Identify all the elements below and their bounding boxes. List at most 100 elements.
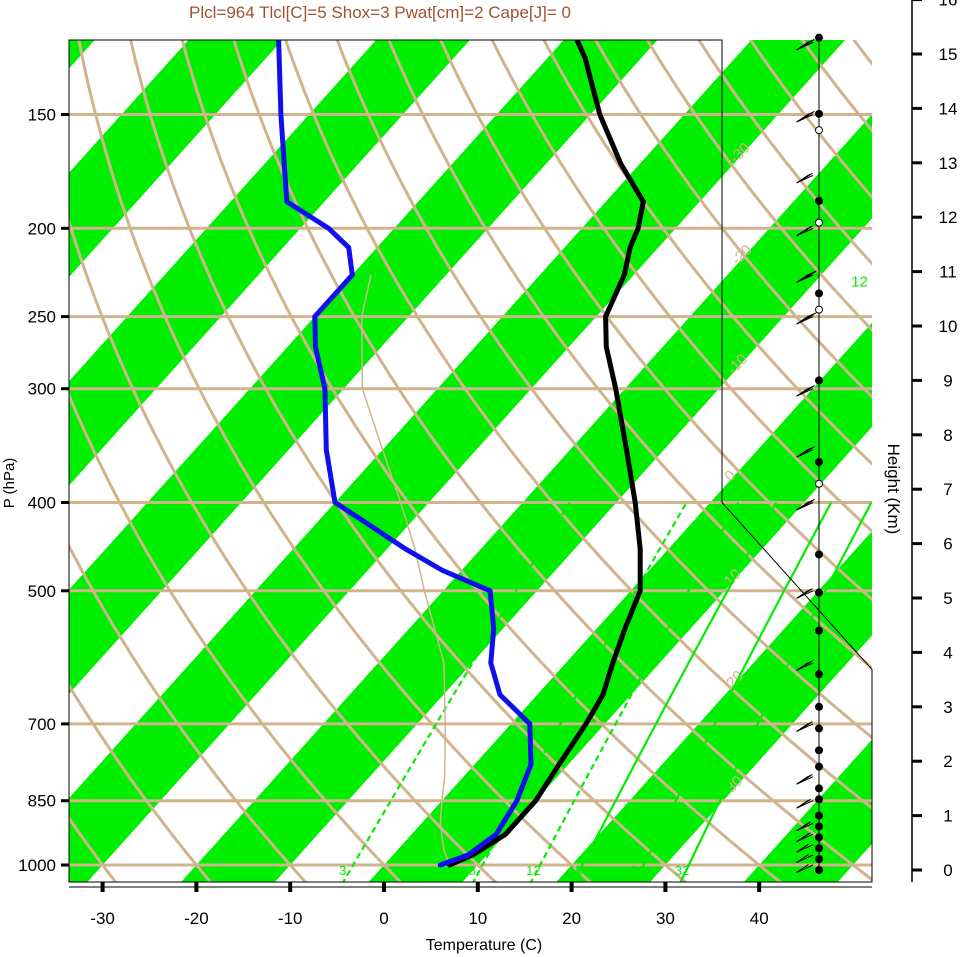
- height-marker: [815, 762, 823, 771]
- wind-barb: [796, 225, 814, 237]
- height-tick-label: 4: [943, 643, 952, 662]
- height-marker: [815, 746, 823, 755]
- height-tick-label: 5: [943, 589, 952, 608]
- height-marker: [815, 289, 823, 298]
- dry-adiabat-label: 130: [613, 0, 637, 1]
- mixing-ratio-line: [679, 501, 872, 882]
- x-tick-label: 0: [379, 909, 388, 928]
- x-axis-label: Temperature (C): [426, 937, 542, 954]
- hollow-height-marker: [815, 218, 823, 227]
- height-tick-label: 13: [939, 154, 958, 173]
- wind-barb-flag: [800, 225, 813, 235]
- isotherm-band: [0, 0, 22, 903]
- height-tick-label: 10: [939, 317, 958, 336]
- wind-barb-flag: [800, 588, 813, 597]
- wind-barb: [796, 660, 814, 671]
- background-guides: 5060708090100110120130140-30-20-10010203…: [69, 0, 872, 882]
- isotherm-band: [913, 0, 961, 903]
- x-tick-label: -30: [90, 909, 115, 928]
- wind-barb: [796, 588, 814, 599]
- isotherm-band: [743, 739, 872, 882]
- isotherm-band: [69, 40, 283, 278]
- height-axis-label: Height (Km): [884, 444, 903, 535]
- x-tick-label: 40: [750, 909, 769, 928]
- height-marker: [815, 811, 823, 820]
- x-tick-label: -10: [278, 909, 303, 928]
- isotherm-band: [69, 40, 658, 694]
- hollow-height-marker: [815, 126, 823, 135]
- x-tick-label: 10: [468, 909, 487, 928]
- height-marker: [815, 702, 823, 711]
- wind-barb: [796, 385, 815, 397]
- dry-adiabat-line: [77, 40, 593, 882]
- pressure-tick-label: 250: [28, 308, 56, 327]
- pressure-tick-label: 300: [28, 380, 56, 399]
- dry-adiabat-line: [593, 40, 872, 399]
- wind-barb: [796, 774, 814, 785]
- dry-adiabat-line: [542, 40, 872, 466]
- pressure-tick-label: 500: [28, 582, 56, 601]
- dewpoint-line: [276, 40, 534, 868]
- height-marker: [815, 626, 823, 635]
- pressure-tick-label: 400: [28, 494, 56, 513]
- wind-barb-flag: [804, 312, 817, 321]
- height-marker: [815, 458, 823, 466]
- wind-barb-flag: [800, 721, 813, 731]
- height-tick-label: 15: [939, 45, 958, 64]
- height-marker: [815, 833, 823, 842]
- dry-adiabat-label: 100: [464, 0, 488, 1]
- pressure-tick-label: 700: [28, 715, 56, 734]
- dry-adiabat-line: [284, 40, 872, 810]
- dry-adiabat-line: [490, 40, 872, 534]
- wind-barb-flag: [802, 38, 815, 48]
- dry-adiabat-line: [180, 40, 783, 882]
- wind-barb-flag: [802, 446, 815, 455]
- height-marker: [815, 376, 823, 385]
- mixing-ratio-label: 32: [675, 863, 689, 878]
- wind-barb-flag: [802, 110, 815, 120]
- wind-barb-flag: [796, 843, 809, 853]
- y-axis-label: P (hPa): [1, 458, 18, 509]
- wind-barb: [796, 798, 814, 809]
- height-marker: [815, 866, 823, 874]
- x-tick-label: 20: [562, 909, 581, 928]
- wind-barb: [796, 864, 814, 873]
- dry-adiabat-line: [645, 40, 872, 333]
- height-tick-label: 3: [943, 698, 952, 717]
- wind-barb: [796, 821, 814, 832]
- x-tick-label: 30: [656, 909, 675, 928]
- mixing-ratio-top-label: 12: [851, 274, 868, 291]
- stats-title: Plcl=964 Tlcl[C]=5 Shox=3 Pwat[cm]=2 Cap…: [189, 3, 571, 22]
- height-marker: [815, 33, 823, 42]
- height-marker: [815, 109, 823, 118]
- wind-barb-flag: [798, 821, 811, 831]
- isotherm-band: [69, 40, 846, 882]
- wind-barb: [796, 172, 814, 184]
- dry-adiabat-line: [69, 542, 308, 882]
- temperature-line: [447, 40, 646, 868]
- height-marker: [815, 588, 823, 597]
- mixing-ratio-label: 8: [469, 863, 476, 878]
- sounding-profiles: [276, 40, 646, 868]
- height-tick-label: 9: [943, 371, 952, 390]
- dry-adiabat-line: [69, 682, 213, 882]
- plot-area: 5060708090100110120130140-30-20-10010203…: [0, 0, 961, 903]
- height-marker: [815, 844, 823, 853]
- wind-barb: [796, 721, 814, 732]
- wind-barb: [796, 854, 814, 863]
- height-marker: [815, 196, 823, 205]
- height-marker: [815, 724, 823, 733]
- hollow-height-marker: [815, 305, 823, 314]
- height-marker: [815, 670, 823, 679]
- wind-barb-flag: [796, 854, 809, 863]
- wind-barb-flag: [800, 660, 813, 670]
- wind-barb-flag: [798, 832, 811, 842]
- mixing-ratio-label: 3: [339, 863, 346, 878]
- pressure-tick-label: 1000: [18, 856, 56, 875]
- pressure-axis: 1001502002503004005007008501000: [18, 40, 70, 882]
- height-marker: [815, 855, 823, 864]
- dry-adiabat-label: 140: [663, 0, 687, 1]
- dry-adiabat-line: [387, 40, 872, 671]
